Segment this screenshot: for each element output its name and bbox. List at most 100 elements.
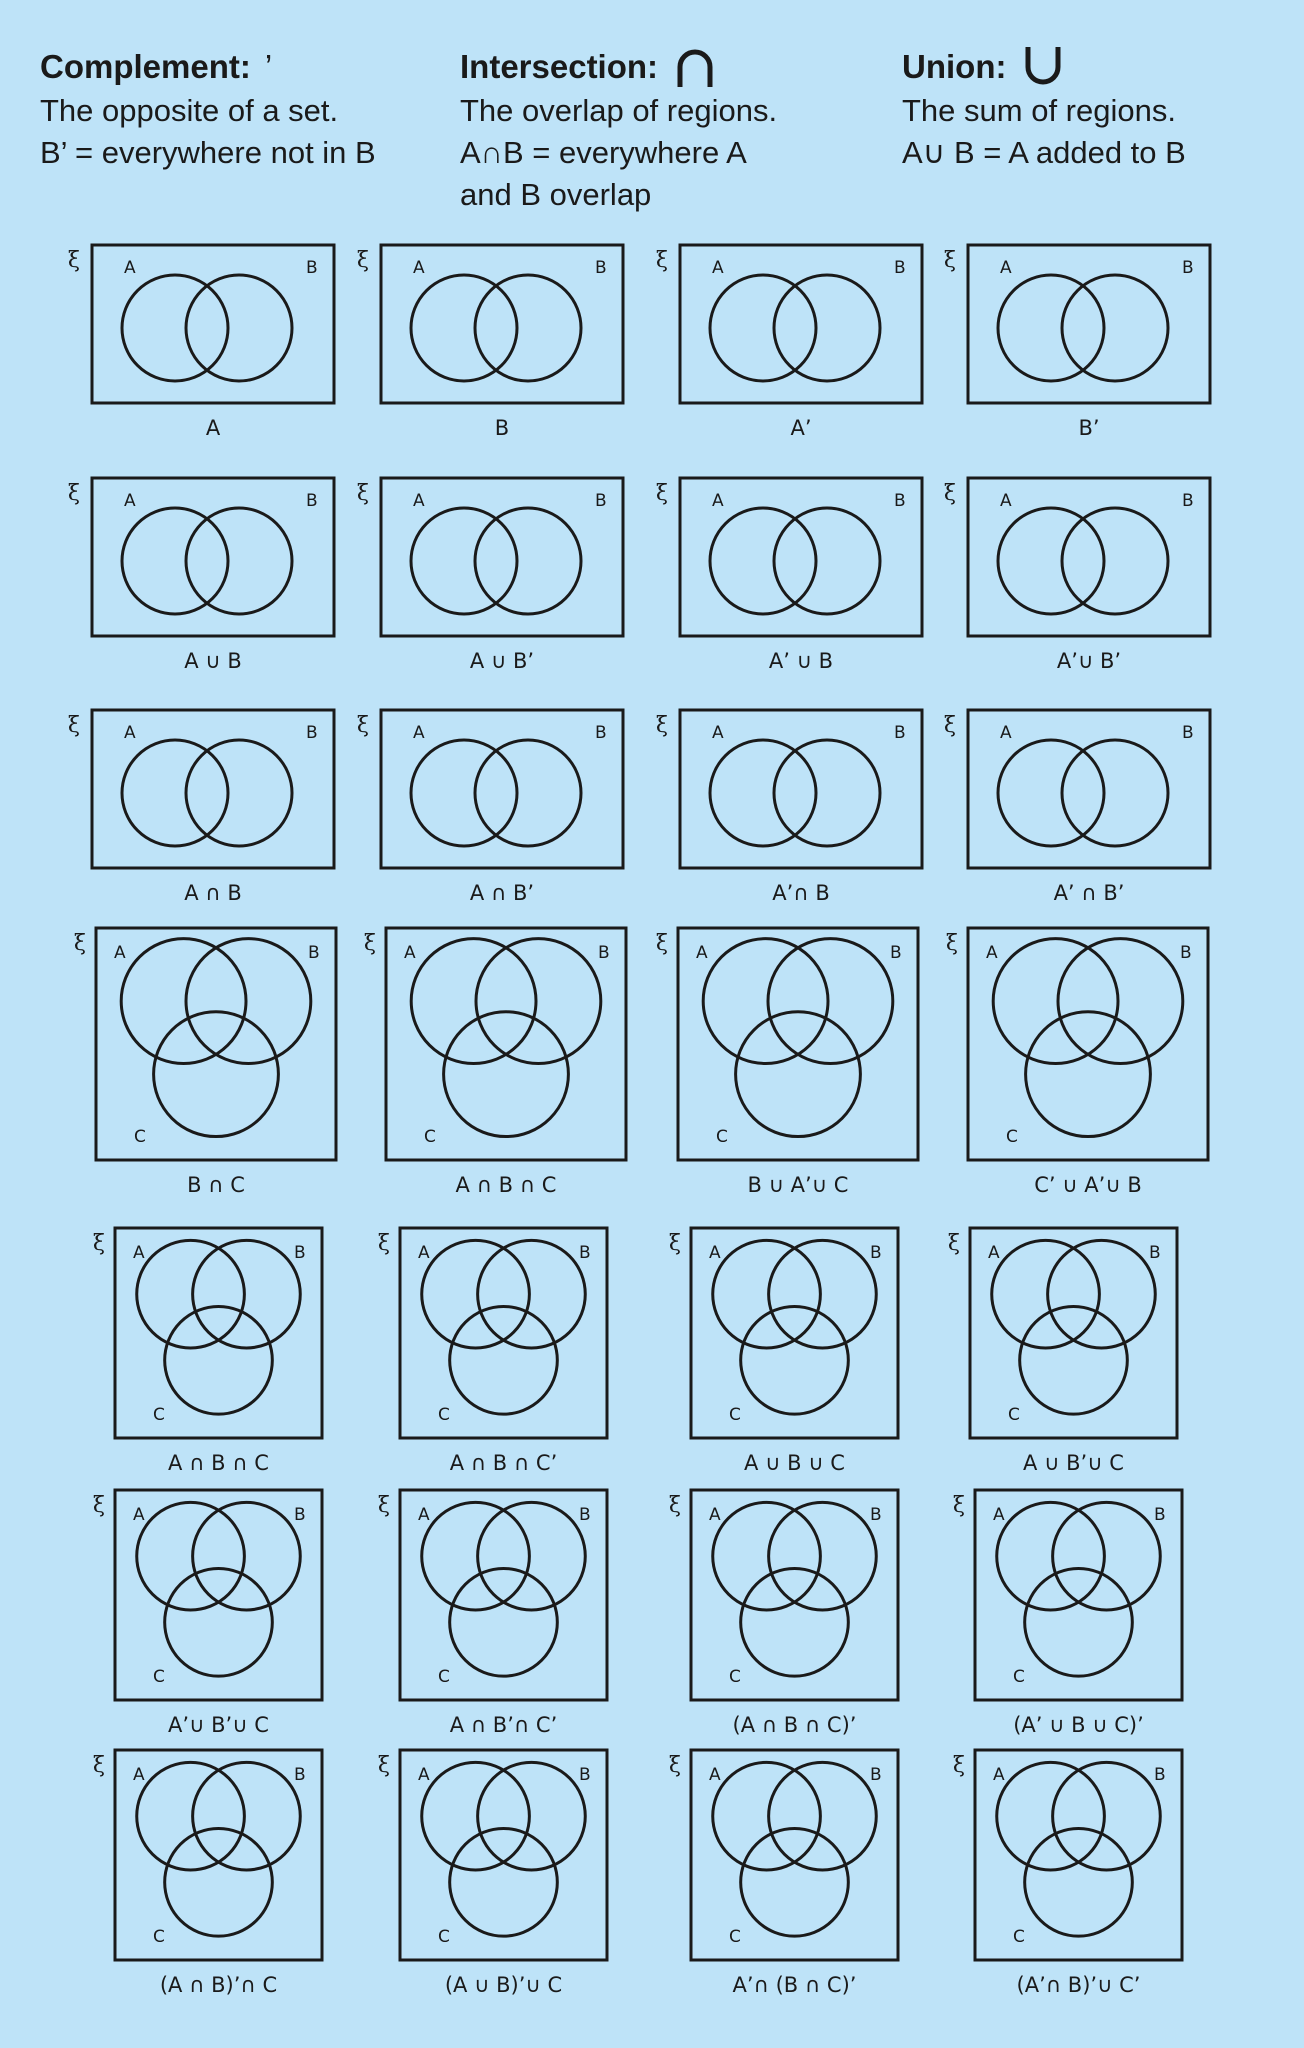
universal-set-symbol: ξ bbox=[669, 1493, 681, 1518]
set-a-circle bbox=[120, 738, 230, 848]
universal-set-symbol: ξ bbox=[378, 1753, 390, 1778]
intersection-title: Intersection: bbox=[460, 48, 659, 85]
set-a-circle bbox=[409, 738, 519, 848]
set-a-letter: A bbox=[712, 723, 724, 743]
diagram-label: A’∩ (B ∩ C)’ bbox=[733, 1973, 857, 1997]
venn-diagram-three-set: ξ A B C A ∩ B ∩ C bbox=[364, 926, 628, 1197]
set-b-circle bbox=[191, 1760, 302, 1872]
set-c-letter: C bbox=[438, 1405, 450, 1425]
set-a-letter: A bbox=[1000, 491, 1012, 511]
set-c-letter: C bbox=[1013, 1667, 1025, 1687]
set-a-letter: A bbox=[418, 1505, 430, 1525]
set-a-circle bbox=[409, 506, 519, 616]
set-a-circle bbox=[996, 273, 1106, 383]
set-c-letter: C bbox=[729, 1667, 741, 1687]
set-a-circle bbox=[996, 506, 1106, 616]
set-b-circle bbox=[772, 506, 882, 616]
set-b-circle bbox=[772, 738, 882, 848]
diagram-label: B bbox=[495, 416, 509, 440]
set-b-circle bbox=[191, 1238, 302, 1350]
set-a-letter: A bbox=[712, 491, 724, 511]
set-a-letter: A bbox=[696, 943, 708, 963]
universal-set-box bbox=[968, 1226, 1179, 1440]
set-b-letter: B bbox=[890, 943, 902, 963]
venn-diagram-two-set: ξ A B B bbox=[357, 243, 625, 440]
diagram-label: A ∩ B’∩ C’ bbox=[450, 1713, 558, 1737]
set-b-letter: B bbox=[1182, 723, 1194, 743]
set-b-letter: B bbox=[579, 1505, 591, 1525]
universal-set-symbol: ξ bbox=[953, 1753, 965, 1778]
set-b-letter: B bbox=[294, 1765, 306, 1785]
set-c-circle bbox=[163, 1566, 274, 1678]
diagram-label: A ∪ B ∪ C bbox=[744, 1451, 845, 1475]
venn-diagram-three-set: ξ A B C A ∪ B ∪ C bbox=[669, 1226, 900, 1475]
universal-set-symbol: ξ bbox=[357, 248, 369, 273]
set-c-circle bbox=[1023, 1826, 1134, 1938]
set-b-circle bbox=[473, 738, 583, 848]
universal-set-symbol: ξ bbox=[93, 1231, 105, 1256]
set-a-letter: A bbox=[418, 1243, 430, 1263]
diagram-label: (A ∩ B)’∩ C bbox=[160, 1973, 277, 1997]
universal-set-box bbox=[90, 476, 336, 638]
venn-diagram-three-set: ξ A B C A’∩ (B ∩ C)’ bbox=[669, 1748, 900, 1997]
universal-set-box bbox=[94, 926, 338, 1162]
universal-set-box bbox=[398, 1226, 609, 1440]
universal-set-box bbox=[398, 1488, 609, 1702]
intersection-line-2: A∩B = everywhere A bbox=[460, 135, 747, 170]
universal-set-symbol: ξ bbox=[656, 481, 668, 506]
set-a-letter: A bbox=[418, 1765, 430, 1785]
set-a-circle bbox=[135, 1500, 246, 1612]
set-b-circle bbox=[1056, 937, 1185, 1065]
set-a-letter: A bbox=[124, 723, 136, 743]
universal-set-box bbox=[966, 926, 1210, 1162]
set-b-letter: B bbox=[294, 1505, 306, 1525]
set-c-letter: C bbox=[1013, 1927, 1025, 1947]
definition-complement: Complement: ’ The opposite of a set. B’ … bbox=[40, 44, 460, 174]
set-a-letter: A bbox=[404, 943, 416, 963]
set-c-circle bbox=[163, 1826, 274, 1938]
set-a-letter: A bbox=[413, 491, 425, 511]
venn-diagram-two-set: ξ A B A’ bbox=[656, 243, 924, 440]
union-title: Union: bbox=[902, 48, 1007, 85]
universal-set-box bbox=[966, 708, 1212, 870]
set-b-circle bbox=[1060, 506, 1170, 616]
set-c-letter: C bbox=[1006, 1127, 1018, 1147]
universal-set-box bbox=[384, 926, 628, 1162]
set-b-circle bbox=[473, 506, 583, 616]
diagram-label: A’∩ B bbox=[772, 881, 830, 905]
set-b-circle bbox=[766, 937, 895, 1065]
set-a-letter: A bbox=[114, 943, 126, 963]
union-symbol-icon bbox=[1025, 47, 1061, 85]
set-b-letter: B bbox=[1182, 491, 1194, 511]
diagram-label: (A’∩ B)’∪ C’ bbox=[1017, 1973, 1141, 1997]
set-c-letter: C bbox=[153, 1927, 165, 1947]
diagram-label: B ∩ C bbox=[187, 1173, 245, 1197]
venn-diagram-two-set: ξ A B A ∪ B bbox=[68, 476, 336, 673]
set-a-circle bbox=[135, 1760, 246, 1872]
set-c-circle bbox=[1024, 1010, 1152, 1139]
set-b-letter: B bbox=[894, 723, 906, 743]
set-a-circle bbox=[996, 738, 1106, 848]
universal-set-symbol: ξ bbox=[944, 248, 956, 273]
set-a-circle bbox=[711, 1760, 822, 1872]
set-b-circle bbox=[191, 1500, 302, 1612]
universal-set-symbol: ξ bbox=[357, 481, 369, 506]
universal-set-box bbox=[676, 926, 920, 1162]
set-b-circle bbox=[184, 937, 313, 1065]
set-a-circle bbox=[990, 1238, 1101, 1350]
set-b-letter: B bbox=[579, 1243, 591, 1263]
set-b-circle bbox=[767, 1760, 878, 1872]
set-a-letter: A bbox=[986, 943, 998, 963]
set-a-letter: A bbox=[1000, 258, 1012, 278]
diagram-label: A ∪ B bbox=[184, 649, 242, 673]
union-symbol bbox=[1020, 45, 1066, 89]
venn-diagram-two-set: ξ A B A’∪ B’ bbox=[944, 476, 1212, 673]
set-a-circle bbox=[708, 738, 818, 848]
set-a-letter: A bbox=[993, 1765, 1005, 1785]
set-a-circle bbox=[120, 506, 230, 616]
union-line-2: A∪ B = A added to B bbox=[902, 135, 1186, 170]
diagram-label: A’ ∩ B’ bbox=[1054, 881, 1125, 905]
set-c-circle bbox=[734, 1010, 862, 1139]
union-line-1: The sum of regions. bbox=[902, 93, 1176, 128]
set-a-letter: A bbox=[709, 1505, 721, 1525]
